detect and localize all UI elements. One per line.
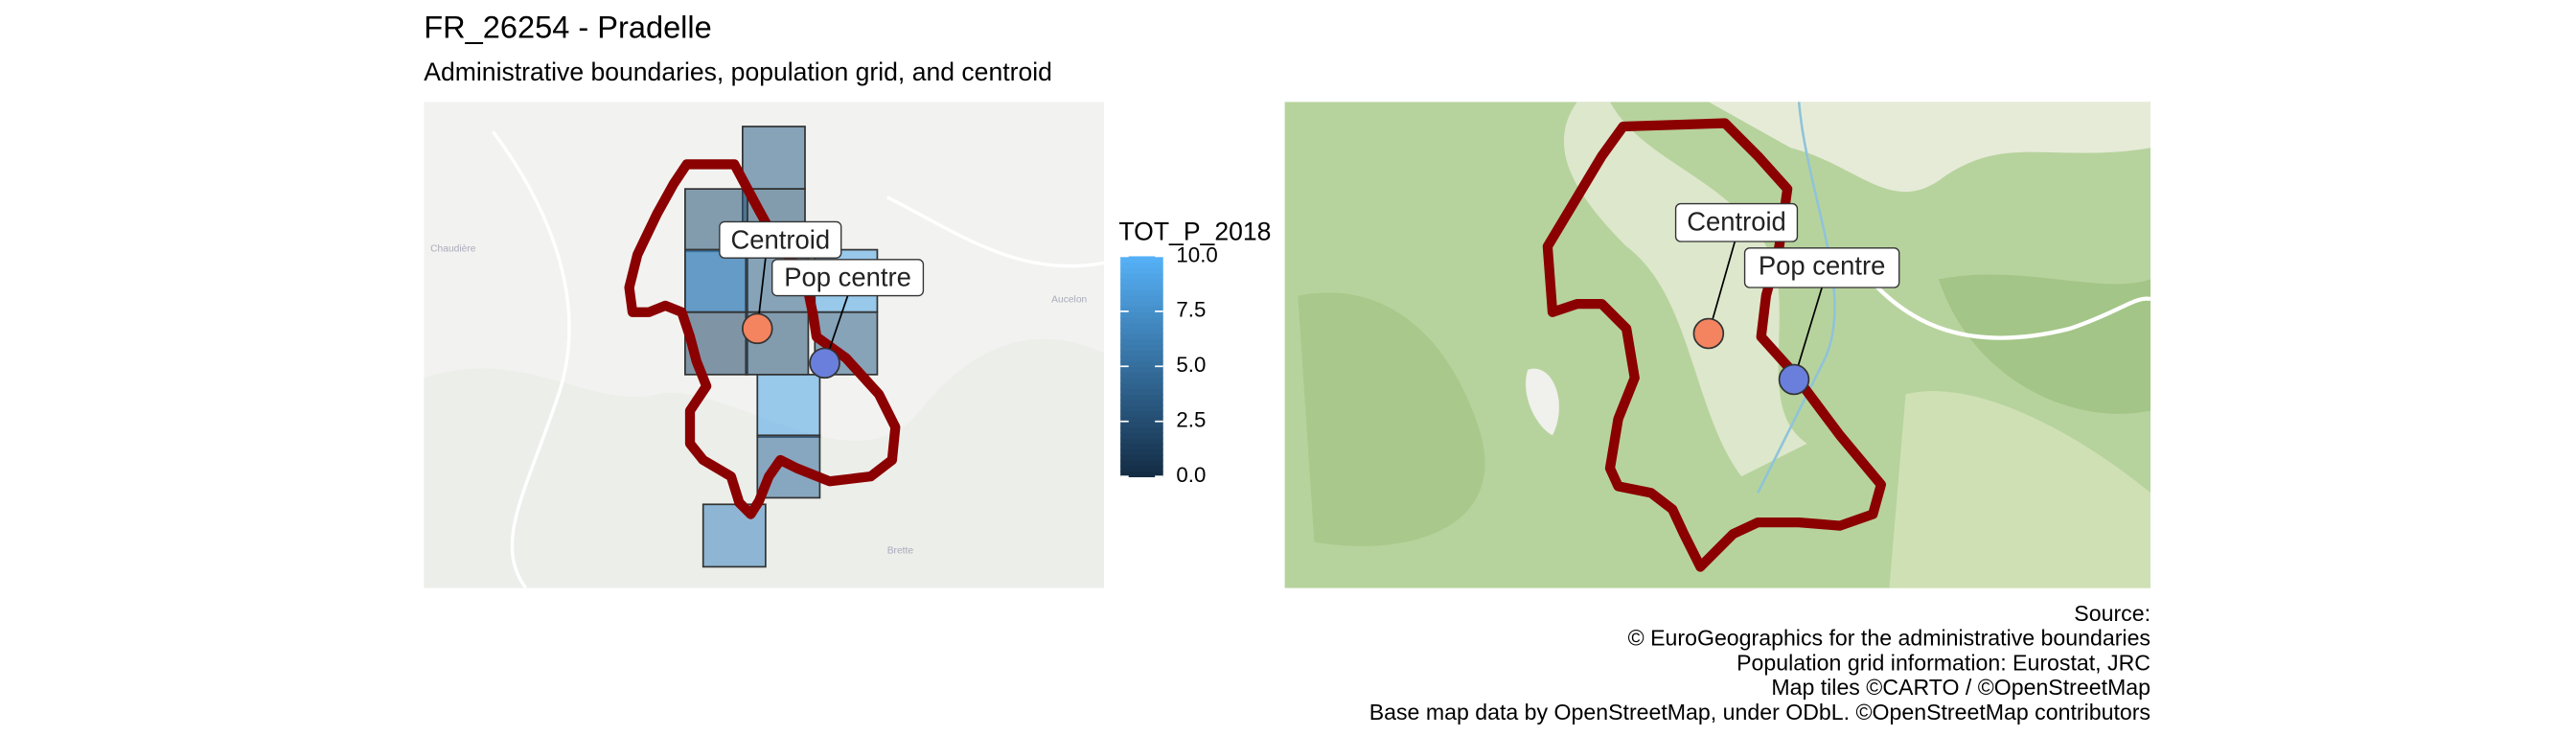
colorbar-segment [1120,322,1163,329]
colorbar-segment [1120,426,1163,434]
svg-text:Brette: Brette [887,546,914,557]
colorbar-segment [1120,377,1163,384]
centroid-label: Centroid [730,224,830,254]
legend-tick-label: 7.5 [1176,298,1206,322]
colorbar-segment [1120,272,1163,280]
colorbar-segment [1120,344,1163,351]
colorbar-segment [1120,454,1163,461]
colorbar-segment [1120,366,1163,373]
colorbar-segment [1120,294,1163,302]
colorbar-segment [1120,443,1163,450]
legend-tick-label: 10.0 [1176,242,1217,266]
colorbar-segment [1120,372,1163,379]
colorbar-segment [1120,448,1163,456]
colorbar-segment [1120,355,1163,362]
grid-cell [756,373,821,438]
title: FR_26254 - Pradelle [424,10,711,44]
colorbar-segment [1120,459,1163,467]
colorbar-segment [1120,471,1163,477]
colorbar-segment [1120,338,1163,346]
colorbar-segment [1120,316,1163,324]
grid-cell [702,503,767,568]
colorbar-segment [1120,410,1163,417]
source-line: Base map data by OpenStreetMap, under OD… [1369,700,2150,724]
left-map: Chaudière Aucelon Brette Centroid Pop ce… [424,102,1104,588]
colorbar-segment [1120,360,1163,368]
colorbar-segment [1120,394,1163,401]
colorbar-segment [1120,310,1163,318]
legend-tick-label: 5.0 [1176,353,1206,377]
colorbar-segment [1120,437,1163,445]
centroid-label: Centroid [1687,206,1786,236]
legend-tick-label: 2.5 [1176,408,1206,432]
colorbar-segment [1120,415,1163,423]
right-map: Centroid Pop centre [1284,102,2150,588]
legend-tick-label: 0.0 [1176,463,1206,487]
source: Source: © EuroGeographics for the admini… [1369,601,2150,724]
svg-text:Aucelon: Aucelon [1051,294,1087,305]
legend: 0.0 2.5 5.0 7.5 10.0 [1120,242,1218,487]
colorbar-segment [1120,300,1163,307]
colorbar-segment [1120,432,1163,439]
colorbar-segment [1120,399,1163,406]
colorbar-segment [1120,284,1163,290]
colorbar-segment [1120,266,1163,274]
colorbar-segment [1120,256,1163,264]
colorbar-segment [1120,404,1163,412]
colorbar-segment [1120,421,1163,428]
subtitle: Administrative boundaries, population gr… [424,58,1052,86]
colorbar-segment [1120,465,1163,472]
source-line: Source: [2074,601,2150,626]
colorbar-segment [1120,350,1163,356]
colorbar-segment [1120,306,1163,312]
grid-cell [741,126,806,190]
source-line: © EuroGeographics for the administrative… [1628,626,2150,651]
colorbar-segment [1120,262,1163,268]
pop-centre-label: Pop centre [784,263,911,292]
pop-centre-label: Pop centre [1759,251,1886,281]
colorbar-segment [1120,333,1163,340]
colorbar-segment [1120,328,1163,334]
source-line: Map tiles ©CARTO / ©OpenStreetMap [1771,675,2150,700]
colorbar-segment [1120,388,1163,395]
colorbar-segment [1120,288,1163,296]
legend-title: TOT_P_2018 [1118,217,1271,245]
colorbar-segment [1120,382,1163,390]
source-line: Population grid information: Eurostat, J… [1736,650,2150,675]
colorbar-segment [1120,278,1163,285]
grid-cell [683,248,748,313]
svg-text:Chaudière: Chaudière [430,243,476,254]
